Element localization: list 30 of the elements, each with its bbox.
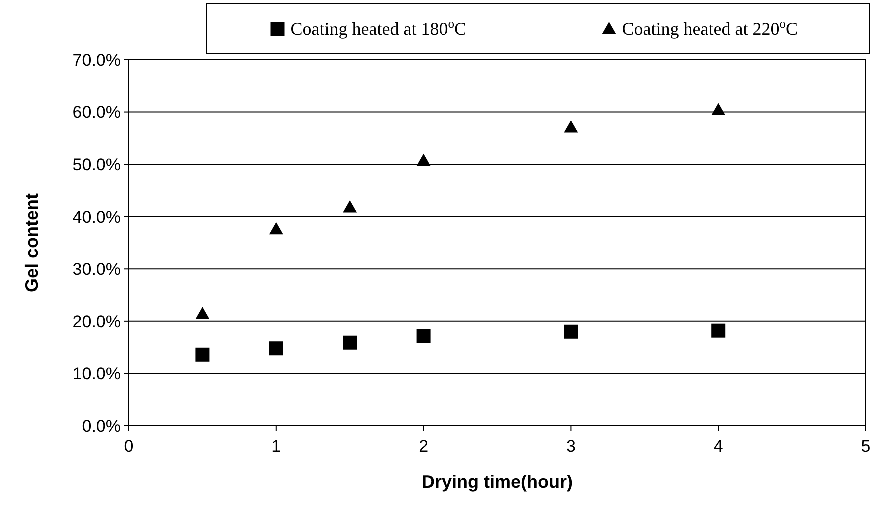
point <box>416 329 431 344</box>
y-tick-label: 40.0% <box>72 208 121 227</box>
point <box>416 154 431 166</box>
x-axis-title: Drying time(hour) <box>422 472 573 492</box>
x-tick-label: 3 <box>566 437 576 456</box>
point <box>196 348 210 362</box>
point <box>343 336 358 350</box>
point <box>269 222 284 235</box>
y-tick-label: 60.0% <box>72 103 121 122</box>
point <box>564 324 578 339</box>
point <box>712 103 726 116</box>
point <box>712 324 726 338</box>
point <box>343 200 358 213</box>
y-tick-label: 20.0% <box>72 312 121 332</box>
y-tick-label: 70.0% <box>72 50 121 70</box>
legend-label: Coating heated at 220$^{o}$C <box>622 17 798 39</box>
x-tick-label: 5 <box>861 437 871 456</box>
y-tick-label: 30.0% <box>72 260 121 280</box>
x-tick-label: 0 <box>124 437 134 456</box>
legend-label: Coating heated at 180$^{o}$C <box>290 17 467 39</box>
x-tick-label: 2 <box>419 437 429 456</box>
x-tick-label: 4 <box>714 437 724 456</box>
x-tick-label: 1 <box>272 437 282 456</box>
y-tick-label: 0.0% <box>82 416 121 436</box>
point <box>196 307 210 320</box>
y-tick-label: 10.0% <box>72 364 121 384</box>
point <box>269 342 284 356</box>
y-tick-label: 50.0% <box>72 156 121 175</box>
y-axis-title: Gel content <box>22 193 42 293</box>
point <box>564 120 578 133</box>
